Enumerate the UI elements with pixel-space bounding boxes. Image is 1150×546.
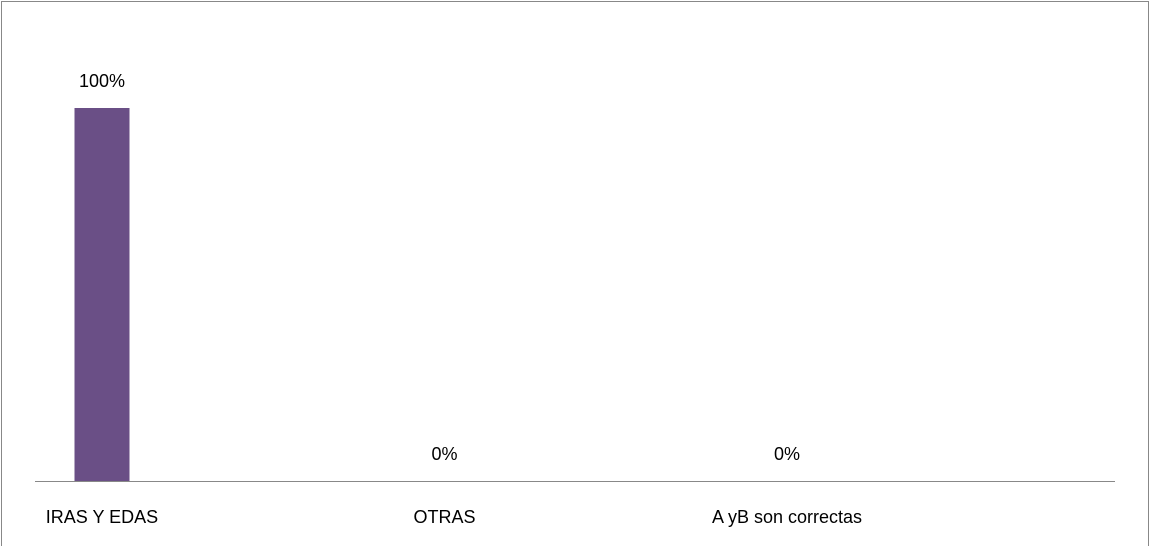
x-tick-label: IRAS Y EDAS [46,507,158,527]
data-label: 100% [79,71,125,91]
data-label: 0% [774,444,800,464]
data-label: 0% [431,444,457,464]
x-tick-label: OTRAS [413,507,475,527]
x-tick-label: A yB son correctas [712,507,862,527]
bar [74,108,130,481]
